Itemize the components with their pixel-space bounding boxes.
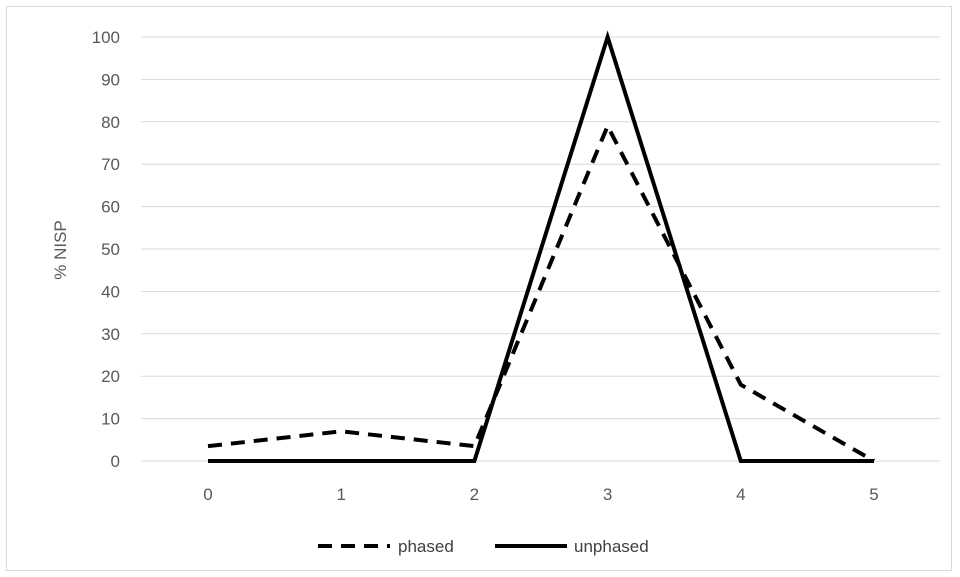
y-tick-label-60: 60 xyxy=(101,198,120,217)
y-tick-label-10: 10 xyxy=(101,410,120,429)
series-lines xyxy=(207,30,875,463)
legend-label-unphased: unphased xyxy=(574,537,649,556)
x-tick-label-0: 0 xyxy=(203,485,212,504)
y-tick-label-30: 30 xyxy=(101,325,120,344)
y-tick-label-50: 50 xyxy=(101,240,120,259)
y-axis-title: % NISP xyxy=(51,220,70,280)
x-tick-label-3: 3 xyxy=(603,485,612,504)
y-tick-label-20: 20 xyxy=(101,367,120,386)
y-tick-label-70: 70 xyxy=(101,155,120,174)
x-tick-label-5: 5 xyxy=(869,485,878,504)
x-tick-label-4: 4 xyxy=(736,485,745,504)
x-tick-label-2: 2 xyxy=(470,485,479,504)
x-axis-tick-labels: 0 1 2 3 4 5 xyxy=(203,485,878,504)
y-axis-tick-labels: 0 10 20 30 40 50 60 70 80 90 100 xyxy=(92,28,120,471)
legend: phased unphased xyxy=(318,537,649,556)
y-tick-label-90: 90 xyxy=(101,70,120,89)
y-tick-label-40: 40 xyxy=(101,282,120,301)
series-line-unphased xyxy=(208,30,874,463)
y-tick-label-80: 80 xyxy=(101,113,120,132)
y-tick-label-100: 100 xyxy=(92,28,120,47)
chart-area xyxy=(6,6,952,571)
legend-label-phased: phased xyxy=(398,537,454,556)
y-tick-label-0: 0 xyxy=(111,452,120,471)
x-tick-label-1: 1 xyxy=(336,485,345,504)
series-line-phased xyxy=(207,121,875,463)
